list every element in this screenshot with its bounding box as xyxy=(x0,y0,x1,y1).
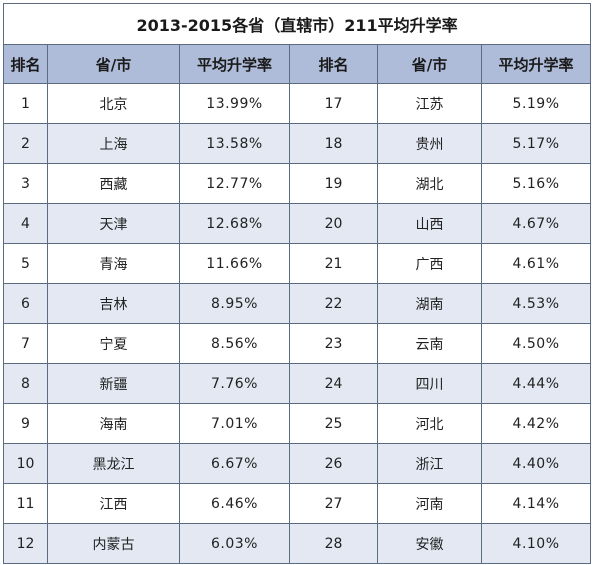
table-row: 5 青海 11.66% 21 广西 4.61% xyxy=(3,243,592,284)
province-right-cell: 安徽 xyxy=(377,523,482,564)
ranking-table: 2013-2015各省（直辖市）211平均升学率 排名 省/市 平均升学率 排名… xyxy=(2,3,592,564)
rate-right-cell: 4.42% xyxy=(480,403,592,444)
table-row: 8 新疆 7.76% 24 四川 4.44% xyxy=(3,363,592,404)
rank-right-cell: 26 xyxy=(289,443,378,484)
rank-right-cell: 28 xyxy=(289,523,378,564)
rate-left-cell: 8.95% xyxy=(179,283,290,324)
rate-left-cell: 7.76% xyxy=(179,363,290,404)
rate-right-cell: 4.61% xyxy=(480,243,592,284)
header-row: 排名 省/市 平均升学率 排名 省/市 平均升学率 xyxy=(3,44,592,84)
province-right-cell: 河北 xyxy=(377,403,482,444)
rank-right-cell: 19 xyxy=(289,163,378,204)
province-left-cell: 黑龙江 xyxy=(47,443,180,484)
rank-left-cell: 5 xyxy=(3,243,48,284)
province-right-cell: 山西 xyxy=(377,203,482,244)
rank-left-cell: 6 xyxy=(3,283,48,324)
title-row: 2013-2015各省（直辖市）211平均升学率 xyxy=(2,3,592,45)
province-right-cell: 江苏 xyxy=(377,83,482,124)
rank-left-cell: 1 xyxy=(3,83,48,124)
rank-right-cell: 18 xyxy=(289,123,378,164)
rate-left-cell: 7.01% xyxy=(179,403,290,444)
province-left-cell: 青海 xyxy=(47,243,180,284)
rate-left-cell: 11.66% xyxy=(179,243,290,284)
rank-right-cell: 23 xyxy=(289,323,378,364)
province-left-cell: 吉林 xyxy=(47,283,180,324)
rank-left-cell: 7 xyxy=(3,323,48,364)
province-left-cell: 天津 xyxy=(47,203,180,244)
table-row: 2 上海 13.58% 18 贵州 5.17% xyxy=(3,123,592,164)
table-row: 11 江西 6.46% 27 河南 4.14% xyxy=(3,483,592,524)
province-right-cell: 云南 xyxy=(377,323,482,364)
rate-left-cell: 6.46% xyxy=(179,483,290,524)
rate-right-cell: 4.14% xyxy=(480,483,592,524)
rank-left-cell: 2 xyxy=(3,123,48,164)
province-right-cell: 湖北 xyxy=(377,163,482,204)
header-province-right: 省/市 xyxy=(377,44,482,84)
province-left-cell: 新疆 xyxy=(47,363,180,404)
rank-left-cell: 12 xyxy=(3,523,48,564)
rank-left-cell: 9 xyxy=(3,403,48,444)
rate-right-cell: 4.53% xyxy=(480,283,592,324)
rate-right-cell: 4.10% xyxy=(480,523,592,564)
province-right-cell: 四川 xyxy=(377,363,482,404)
province-right-cell: 湖南 xyxy=(377,283,482,324)
province-right-cell: 广西 xyxy=(377,243,482,284)
table-body: 1 北京 13.99% 17 江苏 5.19% 2 上海 13.58% 18 贵… xyxy=(3,83,592,564)
province-right-cell: 河南 xyxy=(377,483,482,524)
rank-right-cell: 22 xyxy=(289,283,378,324)
header-rank-left: 排名 xyxy=(3,44,48,84)
header-province-left: 省/市 xyxy=(47,44,180,84)
table-row: 4 天津 12.68% 20 山西 4.67% xyxy=(3,203,592,244)
rank-left-cell: 4 xyxy=(3,203,48,244)
table-row: 3 西藏 12.77% 19 湖北 5.16% xyxy=(3,163,592,204)
table-row: 12 内蒙古 6.03% 28 安徽 4.10% xyxy=(3,523,592,564)
province-left-cell: 内蒙古 xyxy=(47,523,180,564)
header-rate-right: 平均升学率 xyxy=(480,44,592,84)
rate-right-cell: 4.50% xyxy=(480,323,592,364)
province-left-cell: 海南 xyxy=(47,403,180,444)
rank-left-cell: 3 xyxy=(3,163,48,204)
province-left-cell: 宁夏 xyxy=(47,323,180,364)
rank-left-cell: 10 xyxy=(3,443,48,484)
table-row: 10 黑龙江 6.67% 26 浙江 4.40% xyxy=(3,443,592,484)
rank-left-cell: 8 xyxy=(3,363,48,404)
rate-left-cell: 12.77% xyxy=(179,163,290,204)
table-row: 7 宁夏 8.56% 23 云南 4.50% xyxy=(3,323,592,364)
rank-right-cell: 20 xyxy=(289,203,378,244)
header-rank-right: 排名 xyxy=(289,44,378,84)
province-left-cell: 北京 xyxy=(47,83,180,124)
table-row: 1 北京 13.99% 17 江苏 5.19% xyxy=(3,83,592,124)
rate-left-cell: 8.56% xyxy=(179,323,290,364)
rate-right-cell: 5.17% xyxy=(480,123,592,164)
rate-right-cell: 5.16% xyxy=(480,163,592,204)
rate-left-cell: 13.99% xyxy=(179,83,290,124)
province-left-cell: 西藏 xyxy=(47,163,180,204)
rate-left-cell: 6.67% xyxy=(179,443,290,484)
rate-right-cell: 4.40% xyxy=(480,443,592,484)
rate-right-cell: 4.44% xyxy=(480,363,592,404)
rate-left-cell: 13.58% xyxy=(179,123,290,164)
table-title: 2013-2015各省（直辖市）211平均升学率 xyxy=(2,3,592,45)
rate-right-cell: 4.67% xyxy=(480,203,592,244)
rank-right-cell: 21 xyxy=(289,243,378,284)
rate-left-cell: 12.68% xyxy=(179,203,290,244)
province-left-cell: 江西 xyxy=(47,483,180,524)
province-right-cell: 贵州 xyxy=(377,123,482,164)
rank-right-cell: 17 xyxy=(289,83,378,124)
rate-left-cell: 6.03% xyxy=(179,523,290,564)
province-right-cell: 浙江 xyxy=(377,443,482,484)
rank-right-cell: 25 xyxy=(289,403,378,444)
rank-right-cell: 24 xyxy=(289,363,378,404)
province-left-cell: 上海 xyxy=(47,123,180,164)
header-rate-left: 平均升学率 xyxy=(179,44,290,84)
rank-right-cell: 27 xyxy=(289,483,378,524)
rate-right-cell: 5.19% xyxy=(480,83,592,124)
rank-left-cell: 11 xyxy=(3,483,48,524)
table-row: 9 海南 7.01% 25 河北 4.42% xyxy=(3,403,592,444)
table-row: 6 吉林 8.95% 22 湖南 4.53% xyxy=(3,283,592,324)
